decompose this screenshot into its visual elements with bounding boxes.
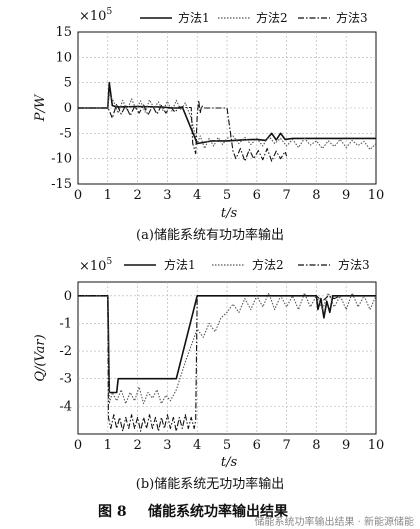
grid <box>78 32 376 184</box>
panel-caption: (a)储能系统有功功率输出 <box>136 227 284 243</box>
x-tick-label: 6 <box>253 438 261 453</box>
x-tick-label: 6 <box>253 188 261 203</box>
series-line-method3 <box>78 99 288 162</box>
x-tick-label: 3 <box>163 188 171 203</box>
x-tick-label: 9 <box>342 188 350 203</box>
chart-active-power: ×105 方法1 方法2 方法3 0 1 2 3 4 5 6 7 8 9 10 151050-5-1… <box>33 7 384 243</box>
x-tick-label: 4 <box>193 188 201 203</box>
y-tick-label: -2 <box>59 344 72 359</box>
legend-label-method3: 方法3 <box>336 10 368 25</box>
series-line-method2 <box>78 93 377 151</box>
y-tick-label: -15 <box>51 177 72 192</box>
x-tick-label: 2 <box>133 438 141 453</box>
x-tick-label: 5 <box>223 438 231 453</box>
x-tick-label: 1 <box>104 438 112 453</box>
y-tick-label: 0 <box>64 289 72 304</box>
scale-exponent: 5 <box>106 7 112 17</box>
y-tick-label: 10 <box>55 50 72 65</box>
x-tick-label: 10 <box>368 188 385 203</box>
y-tick-label: -5 <box>59 126 72 141</box>
svg-text:×105: ×105 <box>79 7 112 24</box>
x-tick-label: 8 <box>312 188 320 203</box>
y-tick-label: 5 <box>64 76 72 91</box>
x-ticks: 0 1 2 3 4 5 6 7 8 9 10 <box>74 188 384 203</box>
scale-base: ×10 <box>79 9 106 24</box>
scale-label: ×105 <box>79 7 112 24</box>
legend-label-method2: 方法2 <box>256 10 288 25</box>
y-ticks: 0 -1 -2 -3 -4 <box>59 289 72 415</box>
x-axis-label: t/s <box>221 455 238 470</box>
x-tick-label: 8 <box>312 438 320 453</box>
x-ticks: 0 1 2 3 4 5 6 7 8 9 10 <box>74 438 384 453</box>
x-axis-label: t/s <box>221 206 238 221</box>
y-tick-label: 0 <box>64 101 72 116</box>
x-tick-label: 0 <box>74 438 82 453</box>
x-tick-label: 7 <box>282 438 290 453</box>
y-tick-label: 15 <box>55 25 72 40</box>
x-tick-label: 2 <box>133 188 141 203</box>
svg-text:×105: ×105 <box>79 257 112 274</box>
series-line-method2 <box>78 292 377 405</box>
scale-base: ×10 <box>79 259 106 274</box>
legend: 方法1 方法2 方法3 <box>140 10 368 25</box>
watermark-text: 储能系统功率输出结果 · 新能源储能 <box>254 515 414 528</box>
x-tick-label: 0 <box>74 188 82 203</box>
legend-label-method1: 方法1 <box>164 257 196 272</box>
series-line-method1 <box>78 295 376 394</box>
legend-label-method1: 方法1 <box>178 10 210 25</box>
series-group <box>78 81 377 162</box>
x-tick-label: 5 <box>223 188 231 203</box>
y-tick-label: -4 <box>59 399 72 414</box>
panel-caption: (b)储能系统无功功率输出 <box>136 476 284 492</box>
x-tick-label: 7 <box>282 188 290 203</box>
scale-label: ×105 <box>79 257 112 274</box>
chart-reactive-power: ×105 方法1 方法2 方法3 0 1 2 3 4 5 6 7 8 9 10 0-1-2-3-4 … <box>33 257 384 492</box>
x-tick-label: 3 <box>163 438 171 453</box>
legend: 方法1 方法2 方法3 <box>124 257 370 272</box>
scale-exponent: 5 <box>106 257 112 267</box>
x-tick-label: 1 <box>104 188 112 203</box>
figure-caption: 图 8 储能系统功率输出结果 <box>98 503 289 520</box>
series-group <box>78 292 377 432</box>
legend-label-method2: 方法2 <box>252 257 284 272</box>
x-tick-label: 9 <box>342 438 350 453</box>
x-tick-label: 10 <box>368 438 385 453</box>
y-axis-label: P/W <box>33 93 48 122</box>
y-axis-label: Q/(Var) <box>33 334 48 381</box>
legend-label-method3: 方法3 <box>338 257 370 272</box>
figure-caption-label: 图 8 <box>98 504 127 520</box>
y-tick-label: -10 <box>51 152 72 167</box>
figure-caption-text: 储能系统功率输出结果 <box>147 503 289 520</box>
y-tick-label: -1 <box>59 316 72 331</box>
x-tick-label: 4 <box>193 438 201 453</box>
y-ticks: 15 10 5 0 -5 -10 -15 <box>51 25 72 192</box>
y-tick-label: -3 <box>59 372 72 387</box>
